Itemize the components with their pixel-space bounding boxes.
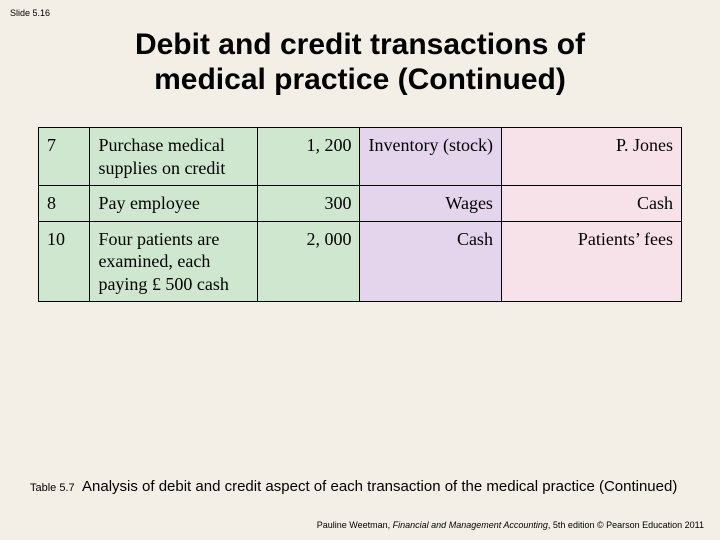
cell-desc: Purchase medical supplies on credit	[90, 128, 257, 186]
cell-num: 10	[39, 221, 90, 302]
cell-amount: 1, 200	[257, 128, 360, 186]
caption-label: Table 5.7	[30, 482, 75, 494]
cell-debit: Cash	[360, 221, 501, 302]
table-row: 7 Purchase medical supplies on credit 1,…	[39, 128, 682, 186]
cell-credit: Cash	[501, 186, 681, 222]
cell-credit: Patients’ fees	[501, 221, 681, 302]
cell-num: 7	[39, 128, 90, 186]
table-caption: Table 5.7 Analysis of debit and credit a…	[30, 477, 690, 497]
title-line-2: medical practice (Continued)	[154, 63, 566, 96]
cell-amount: 2, 000	[257, 221, 360, 302]
cell-debit: Wages	[360, 186, 501, 222]
table-row: 8 Pay employee 300 Wages Cash	[39, 186, 682, 222]
slide-number-label: Slide 5.16	[10, 8, 50, 18]
cell-credit: P. Jones	[501, 128, 681, 186]
cell-desc: Four patients are examined, each paying …	[90, 221, 257, 302]
title-line-1: Debit and credit transactions of	[135, 28, 585, 61]
transactions-table: 7 Purchase medical supplies on credit 1,…	[38, 127, 682, 302]
slide-footer: Pauline Weetman, Financial and Managemen…	[317, 520, 704, 530]
transactions-table-container: 7 Purchase medical supplies on credit 1,…	[38, 127, 682, 302]
slide-title: Debit and credit transactions of medical…	[0, 0, 720, 97]
footer-book-title: Financial and Management Accounting	[393, 520, 548, 530]
cell-desc: Pay employee	[90, 186, 257, 222]
cell-amount: 300	[257, 186, 360, 222]
cell-debit: Inventory (stock)	[360, 128, 501, 186]
table-row: 10 Four patients are examined, each payi…	[39, 221, 682, 302]
caption-text: Analysis of debit and credit aspect of e…	[82, 478, 677, 495]
footer-rest: , 5th edition © Pearson Education 2011	[548, 520, 704, 530]
cell-num: 8	[39, 186, 90, 222]
footer-author: Pauline Weetman,	[317, 520, 393, 530]
